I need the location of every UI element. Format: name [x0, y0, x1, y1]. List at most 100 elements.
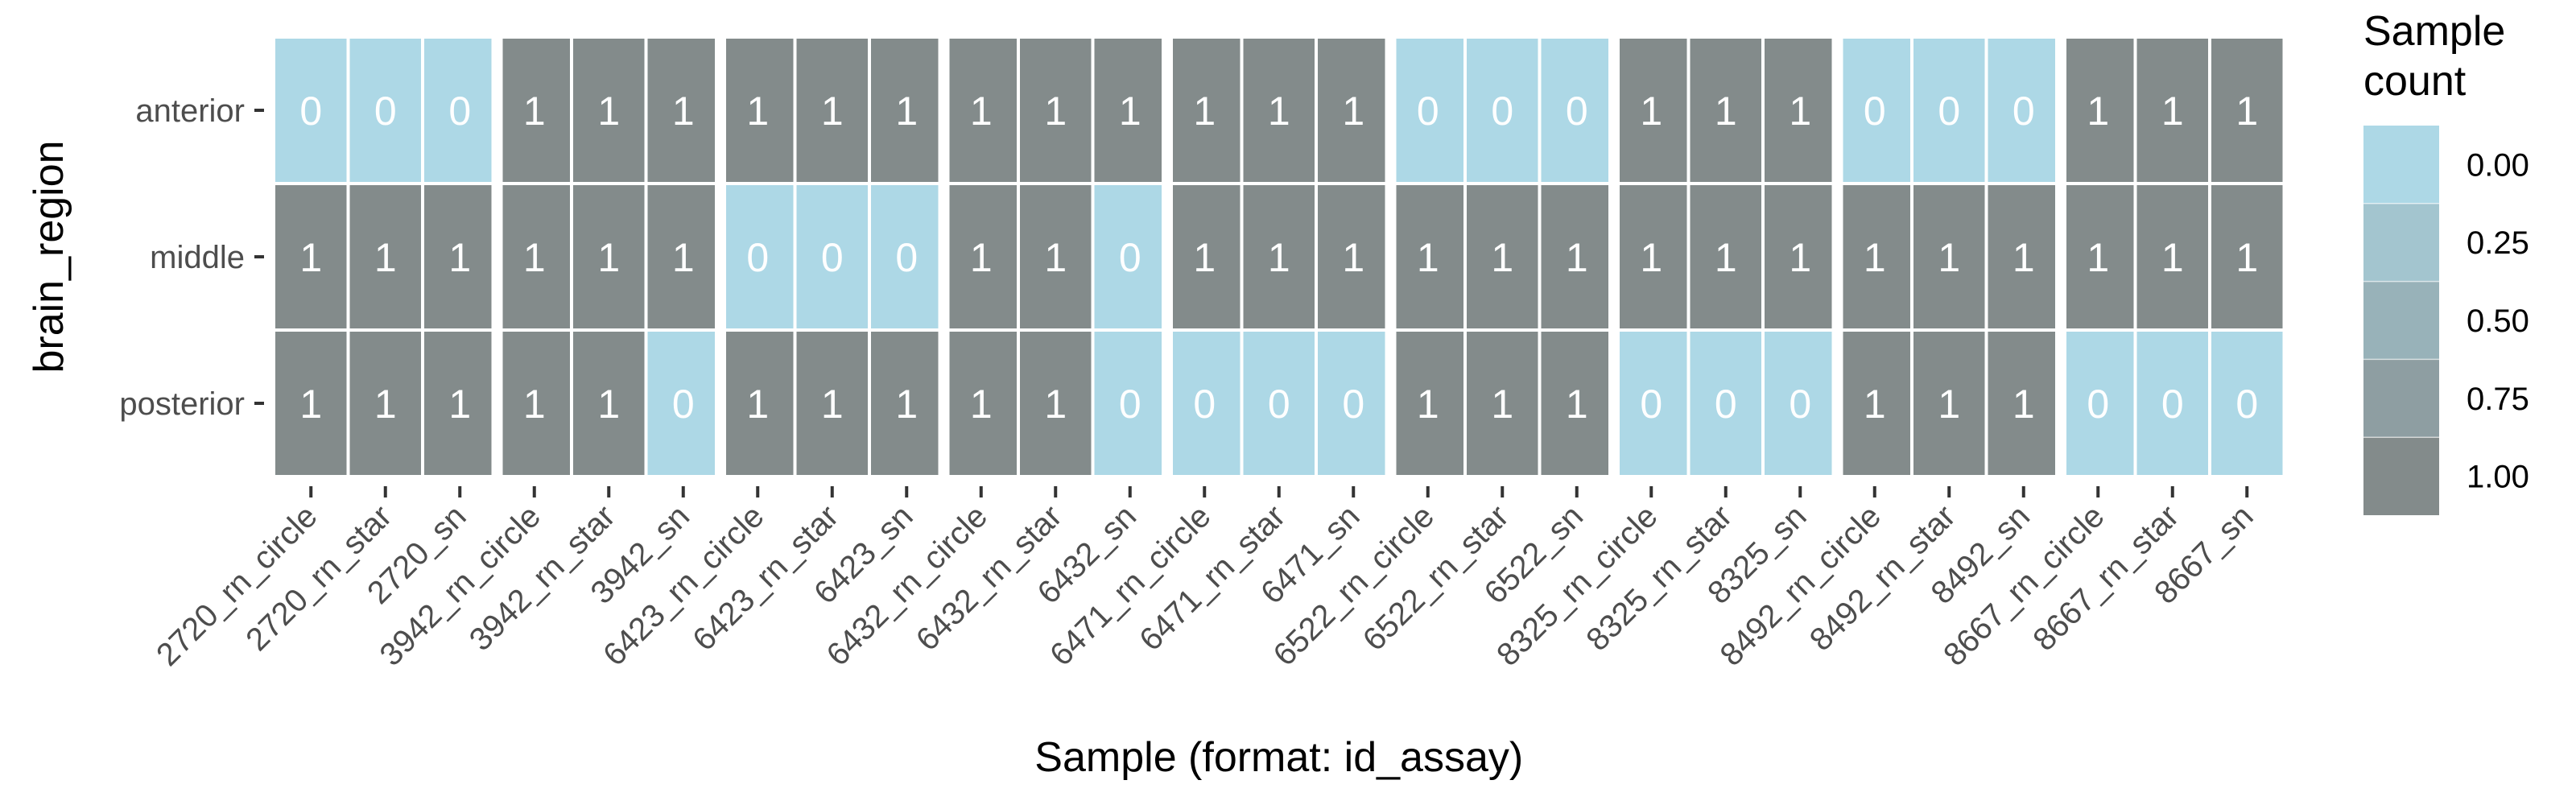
heatmap-cell [2059, 328, 2137, 478]
cell-value-label: 1 [1566, 382, 1588, 427]
heatmap-cell [1091, 328, 1169, 478]
cell-value-label: 1 [1864, 235, 1886, 280]
heatmap-cell [1240, 328, 1318, 478]
cell-value-label: 1 [1342, 235, 1364, 280]
group-separator [1608, 35, 1620, 478]
cell-value-label: 1 [2161, 235, 2184, 280]
heatmap-cells: 0 0 0 1 1 1 1 1 1 1 1 1 1 1 1 0 0 0 1 1 1 0 0 0 1 1 1 1 1 1 1 1 1 0 0 0 1 1 0 1… [272, 35, 2286, 478]
cell-value-label: 1 [597, 235, 620, 280]
cell-value-label: 1 [523, 382, 546, 427]
heatmap-cell [1315, 182, 1393, 332]
cell-value-label: 1 [746, 89, 769, 134]
heatmap-cell [1835, 182, 1913, 332]
cell-value-label: 1 [970, 235, 993, 280]
cell-value-label: 0 [2087, 382, 2109, 427]
heatmap-cell [868, 182, 946, 332]
heatmap-cell [1686, 35, 1765, 185]
cell-value-label: 1 [1715, 235, 1737, 280]
cell-value-label: 1 [523, 89, 546, 134]
y-tick-label: anterior [135, 93, 245, 129]
cell-value-label: 1 [1715, 89, 1737, 134]
heatmap-cell [942, 182, 1020, 332]
cell-value-label: 1 [1938, 235, 1960, 280]
heatmap-cell [1612, 182, 1690, 332]
heatmap-cell [644, 328, 722, 478]
cell-value-label: 1 [970, 89, 993, 134]
cell-value-label: 1 [1417, 382, 1439, 427]
group-separator [938, 35, 950, 478]
heatmap-cell [1761, 35, 1839, 185]
heatmap-cell [1910, 182, 1988, 332]
heatmap-cell [421, 328, 499, 478]
cell-value-label: 1 [2235, 235, 2258, 280]
cell-value-label: 1 [1268, 89, 1290, 134]
cell-value-label: 1 [1044, 235, 1067, 280]
cell-value-label: 0 [2161, 382, 2184, 427]
legend-label: 0.75 [2467, 382, 2529, 417]
y-axis: anterior middle posterior [119, 93, 264, 422]
legend-color-swatch [2363, 126, 2439, 204]
heatmap-cell [1166, 328, 1244, 478]
cell-value-label: 0 [895, 235, 918, 280]
cell-value-label: 1 [1938, 382, 1960, 427]
cell-value-label: 1 [1044, 89, 1067, 134]
cell-value-label: 1 [1491, 382, 1513, 427]
cell-value-label: 1 [1566, 235, 1588, 280]
cell-value-label: 1 [1864, 382, 1886, 427]
cell-value-label: 0 [1566, 89, 1588, 134]
cell-value-label: 0 [374, 89, 397, 134]
cell-value-label: 1 [1119, 89, 1141, 134]
cell-value-label: 1 [2013, 235, 2035, 280]
cell-value-label: 1 [2087, 89, 2109, 134]
heatmap-cell [942, 328, 1020, 478]
cell-value-label: 0 [1789, 382, 1811, 427]
cell-value-label: 1 [2235, 89, 2258, 134]
heatmap-cell [346, 328, 424, 478]
group-separator [715, 35, 726, 478]
cell-value-label: 1 [448, 235, 471, 280]
legend-label: 0.00 [2467, 147, 2529, 183]
cell-value-label: 1 [895, 89, 918, 134]
cell-value-label: 1 [672, 89, 695, 134]
group-separator [491, 35, 503, 478]
cell-value-label: 0 [1491, 89, 1513, 134]
cell-value-label: 0 [1342, 382, 1364, 427]
cell-value-label: 1 [1640, 235, 1662, 280]
cell-value-label: 1 [821, 89, 844, 134]
legend-title-line-1: Sample [2363, 8, 2505, 55]
cell-value-label: 1 [821, 382, 844, 427]
cell-value-label: 1 [2087, 235, 2109, 280]
heatmap-cell [2208, 35, 2286, 185]
cell-value-label: 1 [1044, 382, 1067, 427]
heatmap-cell [793, 328, 871, 478]
heatmap-cell [644, 35, 722, 185]
heatmap-cell [346, 182, 424, 332]
cell-value-label: 1 [1268, 235, 1290, 280]
heatmap-cell [1835, 35, 1913, 185]
heatmap-cell [1984, 182, 2062, 332]
group-separator [2055, 35, 2066, 478]
heatmap-cell [570, 328, 648, 478]
legend: Sample count 0.00 0.25 0.50 0.75 1.00 [2363, 8, 2529, 515]
cell-value-label: 1 [597, 89, 620, 134]
group-dividers [421, 35, 2211, 478]
legend-color-swatch [2363, 281, 2439, 360]
cell-value-label: 1 [2013, 382, 2035, 427]
cell-value-label: 0 [1119, 235, 1141, 280]
cell-value-label: 1 [448, 382, 471, 427]
cell-value-label: 1 [374, 235, 397, 280]
cell-value-label: 0 [299, 89, 322, 134]
legend-label: 0.25 [2467, 225, 2529, 261]
heatmap-cell [1910, 35, 1988, 185]
cell-value-label: 0 [1268, 382, 1290, 427]
heatmap-cell [1463, 35, 1542, 185]
cell-value-label: 1 [1491, 235, 1513, 280]
legend-label: 0.50 [2467, 303, 2529, 339]
cell-value-label: 1 [597, 382, 620, 427]
cell-value-label: 1 [1789, 89, 1811, 134]
heatmap-cell [1761, 328, 1839, 478]
group-separator [1831, 35, 1843, 478]
heatmap-cell [495, 182, 573, 332]
heatmap-cell [346, 35, 424, 185]
cell-value-label: 1 [895, 382, 918, 427]
